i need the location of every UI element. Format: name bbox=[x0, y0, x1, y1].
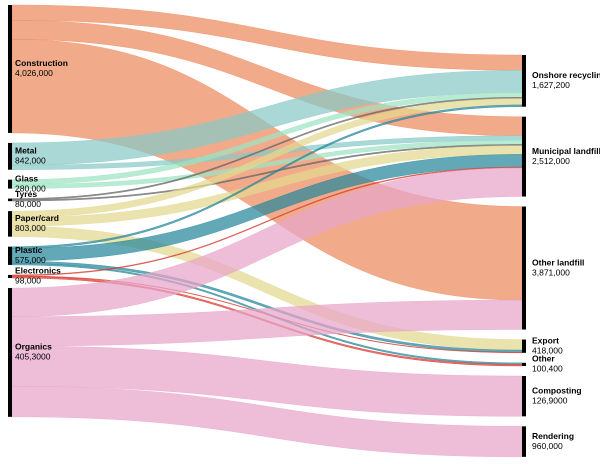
target-value: 126,9000 bbox=[532, 395, 568, 405]
target-node bbox=[522, 376, 526, 417]
link bbox=[11, 345, 523, 417]
links bbox=[11, 4, 523, 458]
source-name: Tyres bbox=[15, 189, 37, 199]
source-node bbox=[8, 211, 12, 237]
source-value: 405,3000 bbox=[15, 352, 51, 362]
source-value: 842,000 bbox=[15, 156, 46, 166]
source-node bbox=[8, 198, 12, 202]
target-name: Onshore recycling bbox=[532, 70, 600, 80]
target-node bbox=[522, 339, 526, 353]
target-node bbox=[522, 55, 526, 107]
target-value: 3,871,000 bbox=[532, 267, 570, 277]
source-name: Metal bbox=[15, 146, 37, 156]
source-value: 4,026,000 bbox=[15, 68, 53, 78]
source-value: 98,000 bbox=[15, 276, 41, 286]
target-node bbox=[522, 426, 526, 457]
source-value: 803,000 bbox=[15, 223, 46, 233]
target-name: Other landfill bbox=[532, 257, 584, 267]
target-node bbox=[522, 206, 526, 330]
source-name: Glass bbox=[15, 173, 38, 183]
target-name: Other bbox=[532, 354, 555, 364]
source-name: Electronics bbox=[15, 266, 61, 276]
source-value: 80,000 bbox=[15, 199, 41, 209]
target-value: 100,400 bbox=[532, 364, 563, 374]
source-name: Organics bbox=[15, 342, 52, 352]
source-node bbox=[8, 179, 12, 189]
source-value: 575,000 bbox=[15, 255, 46, 265]
target-node bbox=[522, 116, 526, 197]
target-name: Export bbox=[532, 335, 559, 345]
source-node bbox=[8, 288, 12, 417]
source-node bbox=[8, 5, 12, 133]
link bbox=[11, 299, 523, 347]
source-node bbox=[8, 142, 12, 170]
source-name: Plastic bbox=[15, 245, 43, 255]
source-name: Construction bbox=[15, 58, 68, 68]
target-value: 418,000 bbox=[532, 345, 563, 355]
source-value: 280,000 bbox=[15, 183, 46, 193]
source-node bbox=[8, 246, 12, 265]
target-value: 960,000 bbox=[532, 441, 563, 451]
target-value: 2,512,000 bbox=[532, 156, 570, 166]
target-name: Municipal landfill bbox=[532, 146, 600, 156]
target-value: 1,627,200 bbox=[532, 80, 570, 90]
target-name: Composting bbox=[532, 385, 582, 395]
target-name: Rendering bbox=[532, 431, 574, 441]
target-node bbox=[522, 362, 526, 367]
source-name: Paper/card bbox=[15, 213, 59, 223]
source-node bbox=[8, 274, 12, 279]
